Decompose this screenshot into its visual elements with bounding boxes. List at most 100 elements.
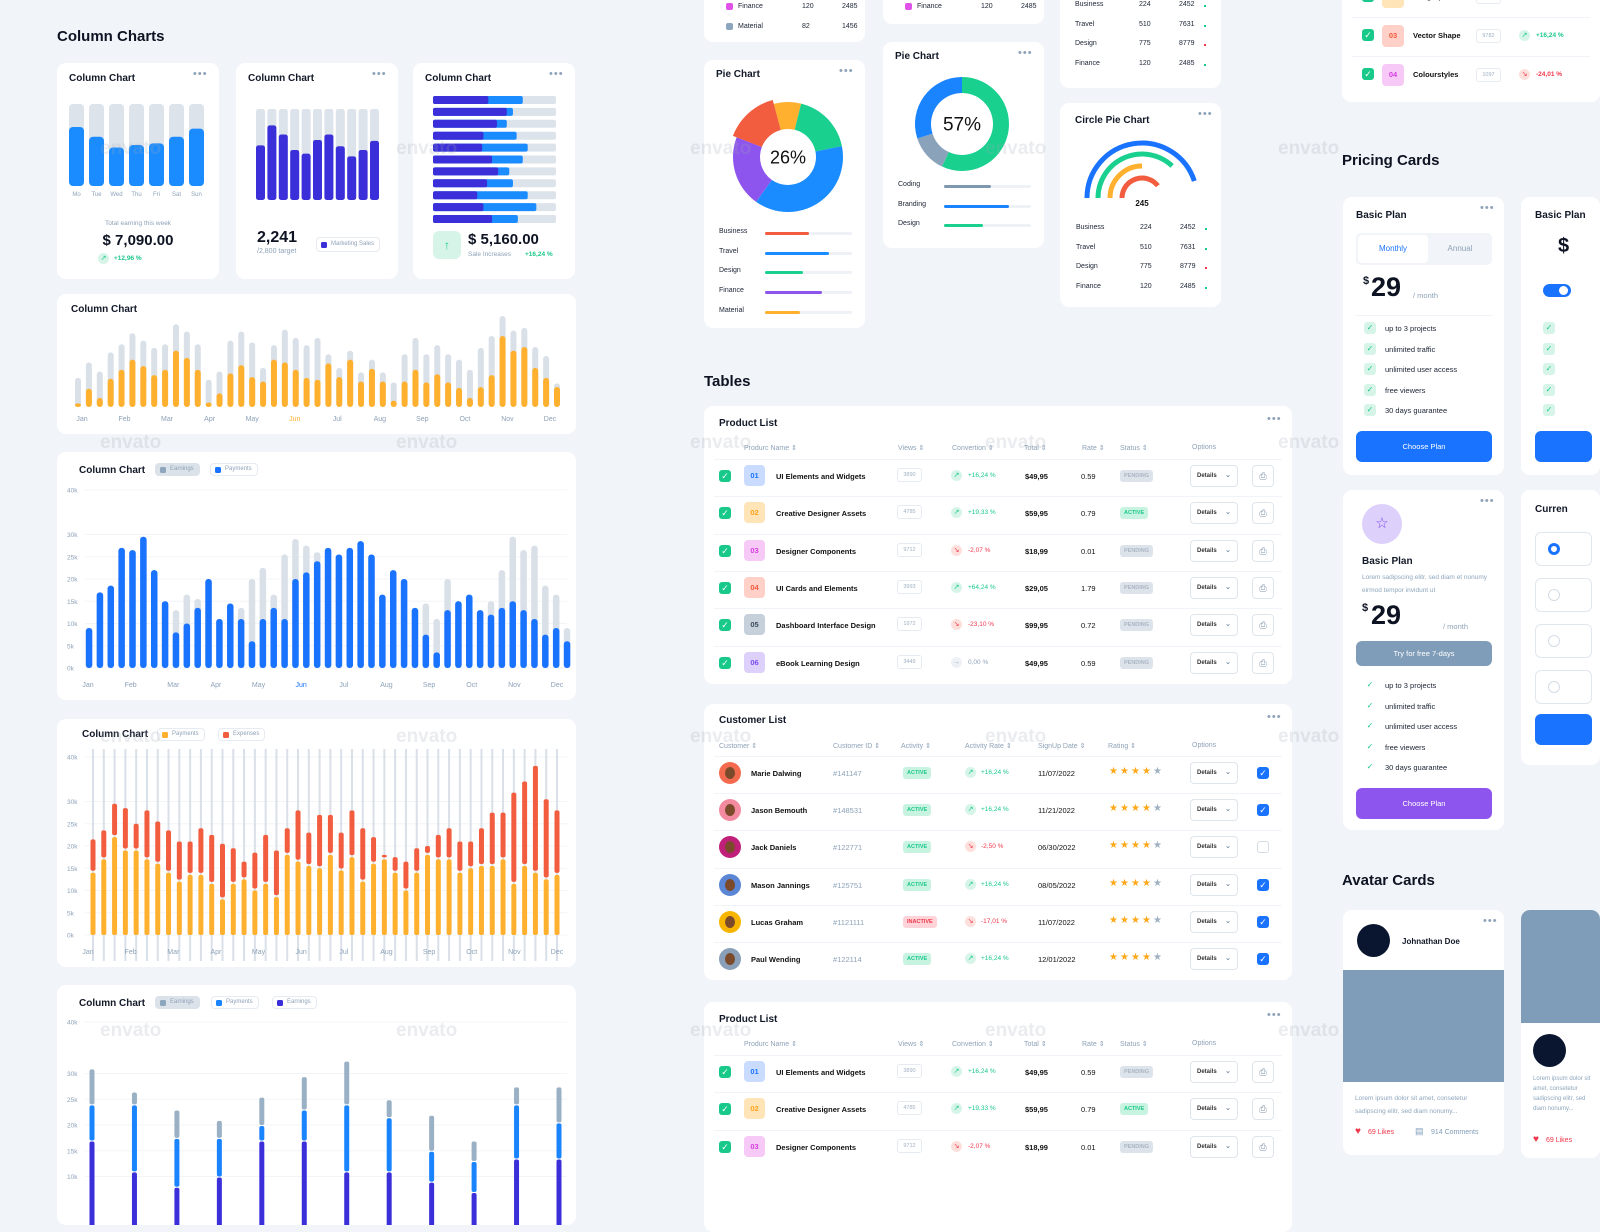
document-download-icon[interactable]: ⎙	[1252, 1098, 1274, 1121]
column-header[interactable]: SignUp Date ⇕	[1038, 743, 1086, 750]
radio[interactable]	[1548, 589, 1560, 601]
row-checkbox[interactable]: ✓	[1257, 953, 1269, 965]
comment-icon[interactable]: ▤	[1415, 1126, 1424, 1136]
details-dropdown[interactable]: Details ⌄	[1190, 836, 1238, 859]
document-download-icon[interactable]: ⎙	[1252, 539, 1274, 562]
heart-icon[interactable]: ♥	[1355, 1126, 1361, 1137]
more-options-icon[interactable]: •••	[1267, 413, 1282, 425]
row-checkbox[interactable]: ✓	[1257, 878, 1269, 891]
details-dropdown[interactable]: Details ⌄	[1190, 762, 1238, 784]
column-header[interactable]: Produrc Name ⇕	[744, 445, 797, 452]
column-header[interactable]: Views ⇕	[898, 1041, 925, 1048]
row-checkbox[interactable]: ✓	[719, 470, 731, 482]
details-dropdown[interactable]: Details ⌄	[1190, 1098, 1238, 1121]
row-checkbox[interactable]: ✓	[1257, 915, 1269, 928]
row-checkbox[interactable]: ✓	[719, 619, 731, 632]
plan-option[interactable]	[1535, 532, 1592, 566]
document-download-icon[interactable]: ⎙	[1252, 1061, 1274, 1083]
details-dropdown[interactable]: Details ⌄	[1190, 614, 1238, 637]
tab-annual[interactable]: Annual	[1447, 244, 1473, 253]
details-dropdown[interactable]: Details ⌄	[1190, 910, 1238, 933]
row-checkbox[interactable]: ✓	[719, 656, 731, 669]
details-dropdown[interactable]: Details ⌄	[1190, 873, 1238, 896]
plan-button[interactable]	[1535, 714, 1592, 745]
tab-monthly[interactable]: Monthly	[1358, 235, 1428, 263]
more-options-icon[interactable]: •••	[193, 68, 208, 80]
row-checkbox[interactable]: ✓	[1362, 68, 1374, 80]
legend-toggle[interactable]: Earnings	[155, 463, 200, 476]
choose-plan-button[interactable]	[1535, 431, 1592, 462]
column-header[interactable]: Total ⇕	[1024, 1041, 1047, 1048]
document-download-icon[interactable]: ⎙	[1252, 576, 1274, 599]
details-dropdown[interactable]: Details ⌄	[1190, 948, 1238, 970]
legend-toggle[interactable]: Payments	[157, 728, 205, 741]
row-checkbox[interactable]: ✓	[719, 1140, 731, 1153]
radio[interactable]	[1548, 681, 1560, 693]
document-download-icon[interactable]: ⎙	[1252, 651, 1274, 674]
legend-toggle[interactable]: Expenses	[218, 728, 266, 741]
more-options-icon[interactable]: •••	[1267, 1009, 1282, 1021]
choose-plan-button[interactable]: Choose Plan	[1356, 788, 1492, 819]
row-checkbox[interactable]: ✓	[1257, 767, 1269, 779]
details-dropdown[interactable]: Details ⌄	[1190, 651, 1238, 674]
column-header[interactable]: Status ⇕	[1120, 445, 1148, 452]
row-checkbox[interactable]	[1257, 841, 1269, 854]
row-checkbox[interactable]: ✓	[719, 581, 731, 594]
details-dropdown[interactable]: Details ⌄	[1190, 539, 1238, 562]
row-checkbox[interactable]: ✓	[1257, 804, 1269, 817]
details-dropdown[interactable]: Details ⌄	[1190, 799, 1238, 822]
row-checkbox[interactable]: ✓	[719, 1103, 731, 1116]
legend-toggle[interactable]: Payments	[210, 463, 258, 476]
more-options-icon[interactable]: •••	[1480, 495, 1495, 507]
more-options-icon[interactable]: •••	[1198, 108, 1213, 120]
document-download-icon[interactable]: ⎙	[1252, 502, 1274, 525]
details-dropdown[interactable]: Details ⌄	[1190, 576, 1238, 599]
more-options-icon[interactable]: •••	[1483, 915, 1498, 927]
document-download-icon[interactable]: ⎙	[1252, 465, 1274, 487]
more-options-icon[interactable]: •••	[1480, 202, 1495, 214]
legend-toggle[interactable]: Earnings	[272, 996, 317, 1009]
document-download-icon[interactable]: ⎙	[1252, 614, 1274, 637]
plan-option[interactable]	[1535, 624, 1592, 658]
details-dropdown[interactable]: Details ⌄	[1190, 1061, 1238, 1083]
more-options-icon[interactable]: •••	[1267, 711, 1282, 723]
plan-option[interactable]	[1535, 670, 1592, 704]
details-dropdown[interactable]: Details ⌄	[1190, 465, 1238, 487]
row-checkbox[interactable]: ✓	[719, 507, 731, 520]
column-header[interactable]: Produrc Name ⇕	[744, 1041, 797, 1048]
more-options-icon[interactable]: •••	[1018, 47, 1033, 59]
details-dropdown[interactable]: Details ⌄	[1190, 502, 1238, 525]
more-options-icon[interactable]: •••	[549, 68, 564, 80]
details-dropdown[interactable]: Details ⌄	[1190, 1135, 1238, 1158]
choose-plan-button[interactable]: Choose Plan	[1356, 431, 1492, 462]
column-header[interactable]: Activity ⇕	[901, 743, 931, 750]
column-header[interactable]: Rating ⇕	[1108, 743, 1137, 750]
more-options-icon[interactable]: •••	[839, 65, 854, 77]
column-header[interactable]: Convertion ⇕	[952, 445, 994, 452]
row-checkbox[interactable]: ✓	[719, 1066, 731, 1078]
column-header[interactable]: Convertion ⇕	[952, 1041, 994, 1048]
section-title-column-charts: Column Charts	[57, 28, 165, 45]
legend-toggle[interactable]: Earnings	[155, 996, 200, 1009]
column-header[interactable]: Customer ⇕	[719, 743, 758, 750]
legend-toggle[interactable]: Payments	[211, 996, 259, 1009]
column-header[interactable]: Rate ⇕	[1082, 445, 1105, 452]
radio-selected[interactable]	[1548, 543, 1560, 555]
heart-icon[interactable]: ♥	[1533, 1134, 1539, 1145]
column-header[interactable]: Status ⇕	[1120, 1041, 1148, 1048]
radio[interactable]	[1548, 635, 1560, 647]
document-download-icon[interactable]: ⎙	[1252, 1135, 1274, 1158]
plan-option[interactable]	[1535, 578, 1592, 612]
row-checkbox[interactable]: ✓	[1362, 0, 1374, 2]
more-options-icon[interactable]: •••	[372, 68, 387, 80]
column-header[interactable]: Total ⇕	[1024, 445, 1047, 452]
column-header[interactable]: Customer ID ⇕	[833, 743, 881, 750]
row-checkbox[interactable]: ✓	[719, 544, 731, 557]
watermark: envato	[100, 432, 162, 453]
free-trial-button[interactable]: Try for free 7-days	[1356, 641, 1492, 666]
column-header[interactable]: Views ⇕	[898, 445, 925, 452]
row-checkbox[interactable]: ✓	[1362, 29, 1374, 41]
billing-toggle[interactable]	[1543, 284, 1571, 297]
column-header[interactable]: Activity Rate ⇕	[965, 743, 1012, 750]
column-header[interactable]: Rate ⇕	[1082, 1041, 1105, 1048]
